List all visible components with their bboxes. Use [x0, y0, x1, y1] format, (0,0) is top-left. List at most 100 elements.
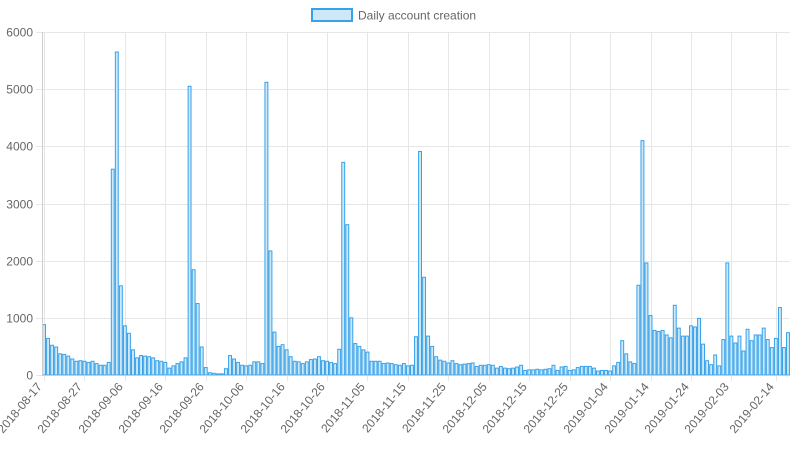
bar	[454, 363, 459, 376]
bar	[478, 364, 483, 376]
bar	[426, 335, 431, 376]
bar	[240, 364, 245, 376]
bar	[656, 331, 661, 376]
legend-label[interactable]: Daily account creation	[358, 9, 476, 23]
bar	[373, 360, 378, 376]
bar	[203, 367, 208, 376]
bar	[369, 360, 374, 376]
bar	[652, 329, 657, 376]
bar	[693, 326, 697, 376]
bar	[563, 365, 568, 376]
bar	[349, 317, 354, 376]
bar	[410, 364, 414, 376]
bar	[741, 350, 746, 376]
bar	[729, 335, 734, 376]
bar	[329, 361, 334, 376]
bar	[684, 335, 689, 376]
bar	[207, 372, 212, 376]
bar	[515, 366, 520, 376]
bar	[418, 150, 422, 376]
bar	[62, 353, 67, 376]
bar	[377, 360, 382, 376]
bar	[628, 361, 633, 376]
bar	[98, 364, 103, 376]
bar	[458, 364, 463, 376]
bar	[90, 360, 95, 376]
bar	[450, 360, 455, 376]
bar	[498, 365, 503, 376]
bar	[648, 315, 653, 376]
bar	[82, 360, 87, 376]
bar	[74, 360, 79, 376]
bar	[466, 363, 471, 376]
bar	[183, 357, 188, 376]
bar	[608, 370, 613, 376]
bar	[717, 365, 722, 376]
bar	[292, 360, 297, 376]
bar	[280, 344, 285, 376]
bar	[389, 363, 394, 376]
bar	[697, 317, 701, 376]
bar	[191, 269, 196, 376]
bar	[86, 361, 91, 376]
bar	[733, 342, 738, 376]
bar	[70, 358, 75, 376]
bar	[688, 325, 693, 376]
bar	[300, 363, 305, 376]
bar	[393, 364, 398, 376]
bar	[482, 364, 487, 376]
bar	[317, 356, 321, 376]
bar	[676, 327, 681, 376]
bar	[187, 85, 192, 376]
bar	[199, 346, 204, 376]
bar	[470, 362, 475, 376]
bar	[365, 351, 370, 376]
bar	[126, 332, 131, 376]
bar	[248, 364, 253, 376]
bar	[769, 347, 774, 376]
bar	[268, 250, 273, 376]
bar	[668, 337, 673, 376]
bar	[304, 361, 309, 376]
bar	[78, 360, 83, 376]
bar	[361, 349, 366, 376]
bar	[644, 262, 649, 376]
bar	[539, 369, 544, 376]
bar	[721, 339, 726, 376]
legend[interactable]: Daily account creation	[311, 8, 476, 23]
bar	[211, 372, 216, 376]
bar	[312, 358, 317, 376]
bar	[102, 364, 107, 376]
y-tick-label: 5000	[6, 83, 33, 97]
bar	[486, 364, 491, 376]
bar	[155, 360, 160, 376]
bar	[620, 340, 625, 376]
bar	[422, 276, 427, 376]
bar	[264, 81, 269, 376]
bar	[296, 361, 301, 376]
bar	[543, 368, 548, 376]
bar	[632, 363, 637, 376]
bar	[276, 345, 281, 376]
bar	[50, 344, 55, 376]
bar	[753, 334, 758, 376]
bar	[325, 360, 329, 376]
bar	[94, 363, 99, 376]
bar	[575, 367, 580, 376]
bar	[701, 343, 706, 376]
x-tick-label: 2019-02-14	[727, 380, 777, 436]
bar	[474, 365, 479, 376]
bars	[42, 51, 790, 376]
bar	[147, 356, 152, 376]
bar	[122, 325, 127, 376]
legend-swatch[interactable]	[311, 8, 353, 22]
bar	[672, 304, 677, 376]
y-tick-label: 3000	[6, 198, 33, 212]
bar	[490, 364, 495, 376]
bar	[446, 362, 451, 376]
bar	[745, 328, 750, 376]
bar	[616, 361, 621, 376]
bar	[494, 367, 499, 376]
bar	[357, 345, 362, 376]
